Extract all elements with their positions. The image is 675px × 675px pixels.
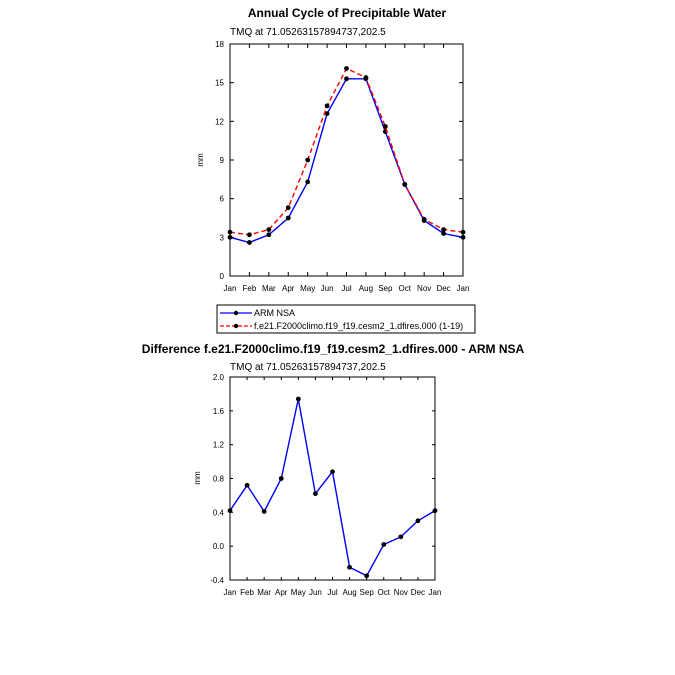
series-point-0: [441, 231, 446, 236]
series-point-1: [344, 66, 349, 71]
x-tick-label: Oct: [399, 284, 412, 293]
series-point-0: [432, 508, 438, 514]
series-point-0: [381, 542, 387, 547]
x-tick-label: Jun: [321, 284, 334, 293]
x-tick-label: Jan: [224, 588, 237, 597]
y-tick-label: 3: [220, 233, 225, 242]
x-tick-label: Aug: [342, 588, 356, 597]
x-tick-label: Sep: [360, 588, 375, 597]
series-point-0: [460, 234, 466, 240]
series-point-0: [330, 469, 335, 475]
series-point-1: [382, 124, 388, 129]
x-tick-label: Jul: [327, 588, 337, 597]
legend-marker-arm-nsa: [233, 310, 239, 316]
series-line-0: [229, 78, 464, 244]
plot-frame: [229, 376, 436, 581]
series-point-0: [227, 508, 233, 514]
x-tick-label: Aug: [359, 284, 373, 293]
series-point-1: [285, 205, 291, 211]
series-point-0: [398, 534, 404, 540]
series-point-1: [227, 229, 233, 235]
y-tick-label: 1.6: [213, 407, 225, 416]
series-point-0: [347, 564, 352, 570]
y-tick-label: 0: [220, 272, 225, 281]
y-tick-label: 15: [215, 79, 224, 88]
y-tick-label: 9: [220, 156, 225, 165]
series-point-0: [244, 482, 250, 488]
series-point-0: [278, 476, 284, 481]
series-line-0: [229, 398, 436, 577]
series-point-0: [266, 232, 272, 238]
series-point-0: [305, 179, 311, 185]
chart2-subtitle: TMQ at 71.05263157894737,202.5: [230, 362, 386, 373]
chart1-title: Annual Cycle of Precipitable Water: [248, 6, 447, 20]
series-point-1: [402, 182, 408, 187]
y-tick-label: 18: [215, 40, 224, 49]
series-point-1: [460, 229, 466, 235]
series-point-1: [421, 216, 427, 222]
x-tick-label: Jun: [309, 588, 322, 597]
x-tick-label: May: [300, 284, 315, 293]
series-point-1: [441, 227, 446, 233]
legend-box: [216, 304, 476, 334]
x-tick-label: Sep: [378, 284, 393, 293]
series-point-1: [247, 232, 252, 238]
y-tick-label: 0.8: [213, 475, 225, 484]
x-tick-label: Nov: [394, 588, 408, 597]
y-tick-label: 2.0: [213, 373, 225, 382]
chart1-subtitle: TMQ at 71.05263157894737,202.5: [230, 27, 386, 38]
x-tick-label: Apr: [282, 284, 295, 293]
chart2-title: Difference f.e21.F2000climo.f19_f19.cesm…: [142, 342, 525, 356]
x-tick-label: Mar: [257, 588, 271, 597]
x-tick-label: Jul: [341, 284, 351, 293]
series-point-0: [364, 573, 370, 579]
y-tick-label: 12: [215, 117, 224, 126]
y-tick-label: 6: [220, 195, 225, 204]
x-tick-label: May: [291, 588, 306, 597]
chart1-ylabel: mm: [196, 153, 205, 167]
series-point-0: [415, 518, 421, 524]
chart2-plot: Jan Feb Mar Apr May Jun Jul Aug Sep Oct Nov Dec Jan-…: [210, 373, 441, 597]
x-tick-label: Feb: [243, 284, 257, 293]
series-point-1: [363, 75, 369, 80]
series-point-0: [295, 396, 301, 402]
legend-label-arm-nsa: ARM NSA: [254, 308, 295, 318]
x-tick-label: Nov: [417, 284, 431, 293]
x-tick-label: Mar: [262, 284, 276, 293]
series-point-0: [313, 491, 318, 497]
legend-label-cesm: f.e21.F2000climo.f19_f19.cesm2_1.dfires.…: [254, 321, 463, 331]
series-point-0: [324, 111, 330, 116]
y-tick-label: 0.0: [213, 542, 225, 551]
x-tick-label: Dec: [411, 588, 425, 597]
y-tick-label: 0.4: [213, 508, 225, 517]
chart1-legend: ARM NSA f.e21.F2000climo.f19_f19.cesm2_1…: [216, 304, 476, 334]
chart2-ylabel: mm: [193, 471, 202, 485]
series-point-0: [344, 76, 349, 82]
x-tick-label: Oct: [378, 588, 391, 597]
series-line-1: [229, 67, 464, 236]
x-tick-label: Jan: [429, 588, 442, 597]
series-point-1: [266, 227, 272, 233]
y-tick-label: 1.2: [213, 441, 225, 450]
x-tick-label: Apr: [275, 588, 288, 597]
series-point-1: [324, 103, 330, 109]
x-tick-label: Jan: [224, 284, 237, 293]
x-tick-label: Jan: [457, 284, 470, 293]
legend-marker-cesm: [233, 323, 239, 329]
series-point-0: [247, 240, 252, 245]
series-point-0: [285, 215, 291, 221]
series-point-1: [305, 157, 311, 163]
series-point-0: [261, 509, 267, 514]
series-point-0: [227, 234, 233, 240]
chart1-plot: Jan Feb Mar Apr May Jun Jul Aug Sep Oct Nov Dec Jan 0…: [215, 40, 469, 293]
x-tick-label: Feb: [240, 588, 254, 597]
y-tick-label: -0.4: [210, 576, 224, 585]
x-tick-label: Dec: [436, 284, 450, 293]
